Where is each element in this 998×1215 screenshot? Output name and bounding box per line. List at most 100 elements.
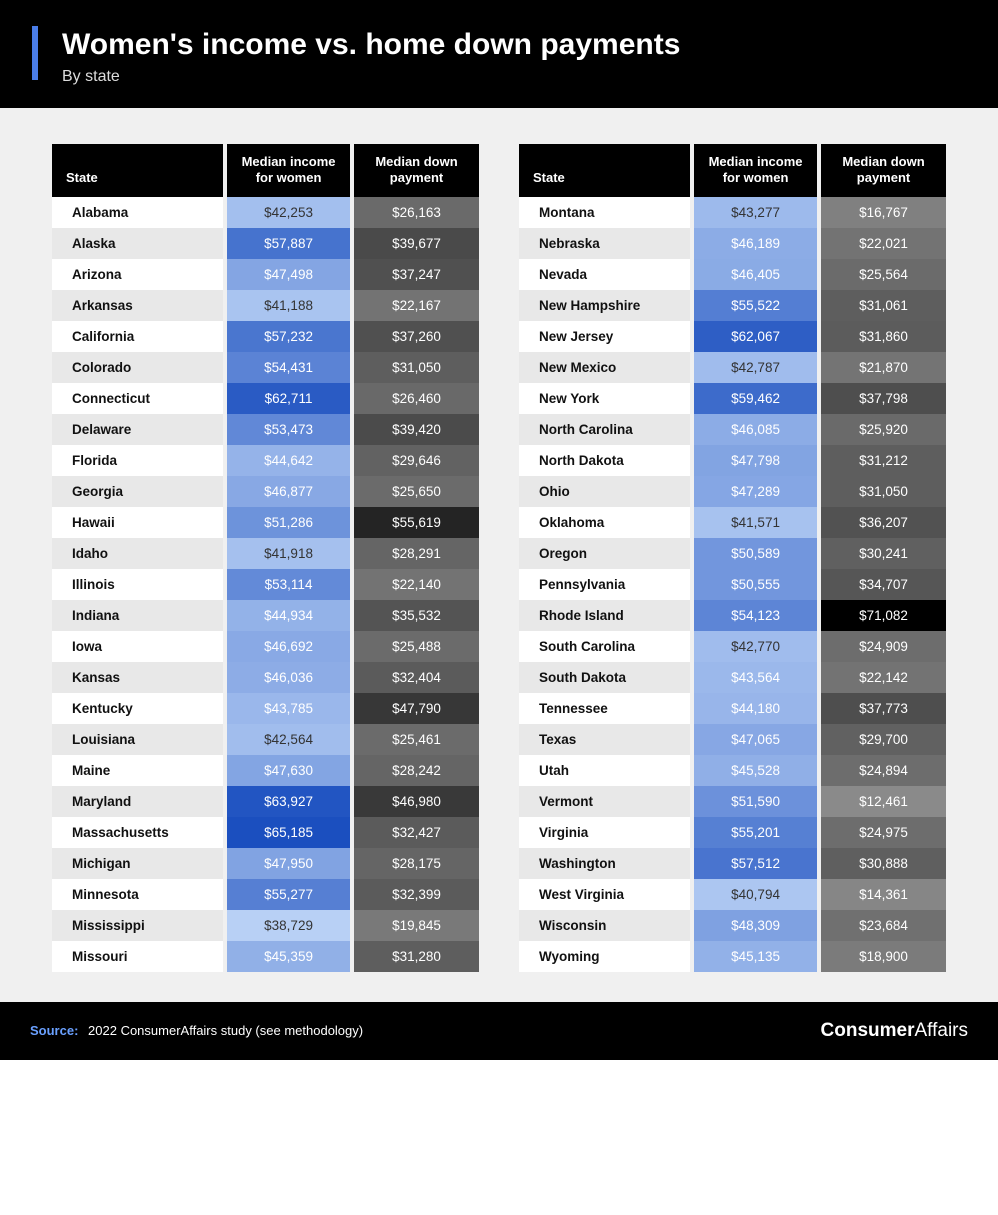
state-cell: Washington — [519, 848, 692, 879]
income-cell: $44,934 — [225, 600, 352, 631]
state-cell: New Jersey — [519, 321, 692, 352]
income-cell: $55,201 — [692, 817, 819, 848]
payment-cell: $22,021 — [819, 228, 946, 259]
payment-cell: $37,773 — [819, 693, 946, 724]
payment-cell: $29,700 — [819, 724, 946, 755]
state-cell: Rhode Island — [519, 600, 692, 631]
state-cell: Oregon — [519, 538, 692, 569]
table-row: New York$59,462$37,798 — [519, 383, 946, 414]
income-cell: $53,473 — [225, 414, 352, 445]
table-row: Idaho$41,918$28,291 — [52, 538, 479, 569]
payment-cell: $32,427 — [352, 817, 479, 848]
state-cell: Hawaii — [52, 507, 225, 538]
income-cell: $55,522 — [692, 290, 819, 321]
state-cell: Illinois — [52, 569, 225, 600]
col-header-payment: Median down payment — [352, 144, 479, 197]
payment-cell: $31,212 — [819, 445, 946, 476]
table-row: Hawaii$51,286$55,619 — [52, 507, 479, 538]
income-cell: $42,564 — [225, 724, 352, 755]
table-row: West Virginia$40,794$14,361 — [519, 879, 946, 910]
payment-cell: $31,050 — [352, 352, 479, 383]
table-row: Rhode Island$54,123$71,082 — [519, 600, 946, 631]
state-cell: South Dakota — [519, 662, 692, 693]
income-cell: $54,431 — [225, 352, 352, 383]
state-cell: Connecticut — [52, 383, 225, 414]
header-accent-bar — [32, 26, 38, 80]
income-cell: $47,950 — [225, 848, 352, 879]
table-row: New Hampshire$55,522$31,061 — [519, 290, 946, 321]
table-row: New Mexico$42,787$21,870 — [519, 352, 946, 383]
footer: Source: 2022 ConsumerAffairs study (see … — [0, 1002, 998, 1060]
income-cell: $41,571 — [692, 507, 819, 538]
income-cell: $48,309 — [692, 910, 819, 941]
income-cell: $38,729 — [225, 910, 352, 941]
table-row: Wyoming$45,135$18,900 — [519, 941, 946, 972]
payment-cell: $18,900 — [819, 941, 946, 972]
table-row: Arizona$47,498$37,247 — [52, 259, 479, 290]
state-cell: Vermont — [519, 786, 692, 817]
payment-cell: $47,790 — [352, 693, 479, 724]
state-cell: New Mexico — [519, 352, 692, 383]
header: Women's income vs. home down payments By… — [0, 0, 998, 108]
payment-cell: $12,461 — [819, 786, 946, 817]
income-cell: $65,185 — [225, 817, 352, 848]
table-row: Massachusetts$65,185$32,427 — [52, 817, 479, 848]
state-cell: New Hampshire — [519, 290, 692, 321]
income-cell: $47,065 — [692, 724, 819, 755]
table-body-area: State Median income for women Median dow… — [0, 108, 998, 1002]
income-cell: $47,798 — [692, 445, 819, 476]
income-cell: $57,232 — [225, 321, 352, 352]
payment-cell: $26,460 — [352, 383, 479, 414]
payment-cell: $46,980 — [352, 786, 479, 817]
table-row: Illinois$53,114$22,140 — [52, 569, 479, 600]
state-cell: West Virginia — [519, 879, 692, 910]
state-cell: Ohio — [519, 476, 692, 507]
payment-cell: $28,291 — [352, 538, 479, 569]
state-cell: Florida — [52, 445, 225, 476]
state-cell: Nebraska — [519, 228, 692, 259]
table-row: Tennessee$44,180$37,773 — [519, 693, 946, 724]
state-cell: Massachusetts — [52, 817, 225, 848]
income-cell: $46,405 — [692, 259, 819, 290]
state-cell: Delaware — [52, 414, 225, 445]
brand-bold: Consumer — [821, 1020, 915, 1041]
col-header-income: Median income for women — [225, 144, 352, 197]
table-row: Georgia$46,877$25,650 — [52, 476, 479, 507]
income-cell: $44,642 — [225, 445, 352, 476]
state-cell: Pennsylvania — [519, 569, 692, 600]
source-text: 2022 ConsumerAffairs study (see methodol… — [88, 1023, 363, 1038]
col-header-state: State — [519, 144, 692, 197]
income-cell: $57,887 — [225, 228, 352, 259]
income-cell: $47,498 — [225, 259, 352, 290]
table-row: Kentucky$43,785$47,790 — [52, 693, 479, 724]
income-cell: $50,589 — [692, 538, 819, 569]
payment-cell: $31,050 — [819, 476, 946, 507]
payment-cell: $24,894 — [819, 755, 946, 786]
state-cell: Colorado — [52, 352, 225, 383]
income-cell: $46,036 — [225, 662, 352, 693]
state-cell: Virginia — [519, 817, 692, 848]
page-title: Women's income vs. home down payments — [62, 28, 966, 62]
source-line: Source: 2022 ConsumerAffairs study (see … — [30, 1023, 363, 1038]
income-cell: $45,528 — [692, 755, 819, 786]
payment-cell: $31,061 — [819, 290, 946, 321]
table-row: Oregon$50,589$30,241 — [519, 538, 946, 569]
income-cell: $43,277 — [692, 197, 819, 228]
payment-cell: $71,082 — [819, 600, 946, 631]
payment-cell: $22,140 — [352, 569, 479, 600]
state-cell: Mississippi — [52, 910, 225, 941]
state-cell: Wisconsin — [519, 910, 692, 941]
payment-cell: $24,909 — [819, 631, 946, 662]
income-cell: $59,462 — [692, 383, 819, 414]
payment-cell: $28,242 — [352, 755, 479, 786]
payment-cell: $37,247 — [352, 259, 479, 290]
payment-cell: $30,241 — [819, 538, 946, 569]
table-row: Utah$45,528$24,894 — [519, 755, 946, 786]
payment-cell: $37,260 — [352, 321, 479, 352]
table-row: Colorado$54,431$31,050 — [52, 352, 479, 383]
table-row: Louisiana$42,564$25,461 — [52, 724, 479, 755]
payment-cell: $23,684 — [819, 910, 946, 941]
table-row: Oklahoma$41,571$36,207 — [519, 507, 946, 538]
table-row: New Jersey$62,067$31,860 — [519, 321, 946, 352]
table-row: Michigan$47,950$28,175 — [52, 848, 479, 879]
